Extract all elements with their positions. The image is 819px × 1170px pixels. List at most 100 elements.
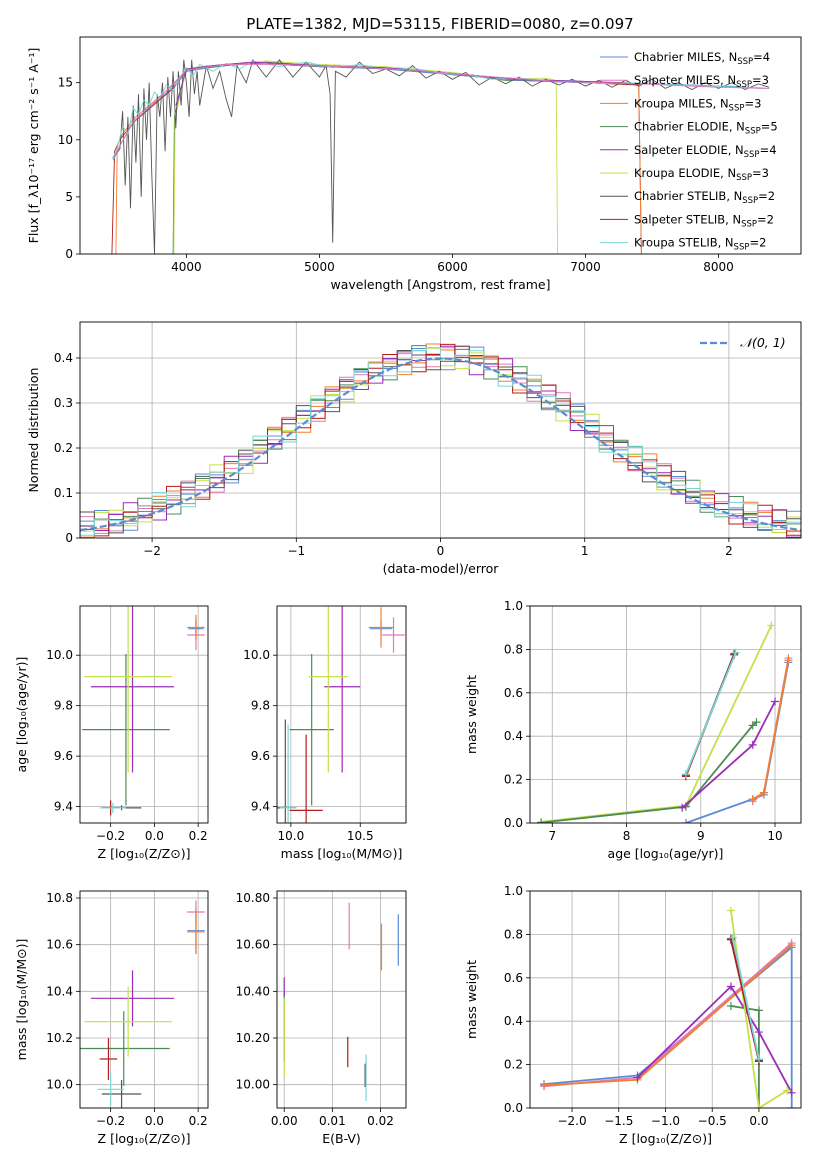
x-tick-label: 8000 xyxy=(703,260,734,274)
axes-frame xyxy=(79,890,209,1109)
x-tick-label: 10 xyxy=(767,829,782,843)
weight-marker-KroupaMILES xyxy=(787,941,796,950)
weight-line-SalpeterELODIE xyxy=(636,985,793,1094)
x-tick-label: 0.01 xyxy=(319,1114,346,1128)
y-tick-label: 10.20 xyxy=(236,1031,270,1045)
spectrum-line-KroupaELODIE xyxy=(173,60,559,254)
y-tick-label: 0.0 xyxy=(504,1101,523,1115)
x-tick-label: −1 xyxy=(287,544,305,558)
x-tick-label: 0.00 xyxy=(271,1114,298,1128)
plot-area xyxy=(111,58,770,254)
y-tick-label: 15 xyxy=(58,76,73,90)
y-tick-label: 0.2 xyxy=(504,1058,523,1072)
weight-marker-ChabrierELODIE xyxy=(752,718,761,727)
y-tick-label: 0.4 xyxy=(504,1014,523,1028)
y-tick-label: 10.4 xyxy=(46,984,73,998)
y-tick-label: 0.3 xyxy=(54,396,73,410)
y-tick-label: 9.4 xyxy=(54,800,73,814)
y-tick-label: 9.4 xyxy=(251,800,270,814)
weight-marker-KroupaMILES xyxy=(748,795,757,804)
axes-frame xyxy=(529,890,802,1109)
y-tick-label: 1.0 xyxy=(504,884,523,898)
y-axis-label: Normed distribution xyxy=(26,368,41,493)
y-tick-label: 0.1 xyxy=(54,486,73,500)
x-tick-label: 7000 xyxy=(570,260,601,274)
legend-label-ChabrierELODIE: Chabrier ELODIE, NSSP=5 xyxy=(634,120,778,137)
legend-label-KroupaMILES: Kroupa MILES, NSSP=3 xyxy=(634,96,761,113)
spectrum-line-ChabrierELODIE xyxy=(172,61,642,254)
y-tick-label: 10.0 xyxy=(243,648,270,662)
panel-spectrum: 4000 5000 6000 7000 8000 0 5 10 15 wavelength [An… xyxy=(26,36,802,292)
weight-marker-KroupaELODIE xyxy=(767,621,776,630)
histogram-KroupaSTELIB xyxy=(80,347,801,538)
x-tick-label: 0.02 xyxy=(367,1114,394,1128)
x-tick-label: 0 xyxy=(437,544,445,558)
panel-age_vs_mass: 10.0 10.5 9.4 9.6 9.8 10.0 mass [log₁₀(M/M⊙)] xyxy=(243,605,407,861)
weight-line-KroupaSTELIB xyxy=(685,652,737,775)
x-tick-label: 0.2 xyxy=(189,829,208,843)
y-tick-label: 5 xyxy=(65,190,73,204)
legend-label-SalpeterELODIE: Salpeter ELODIE, NSSP=4 xyxy=(634,143,777,160)
x-axis-label: E(B-V) xyxy=(322,1131,361,1146)
axes-frame xyxy=(79,605,209,824)
weight-marker-KroupaELODIE xyxy=(782,1086,791,1095)
x-tick-label: 7 xyxy=(548,829,556,843)
x-tick-label: −1.0 xyxy=(651,1114,680,1128)
y-tick-label: 10.6 xyxy=(46,938,73,952)
plot-area xyxy=(80,900,205,1108)
y-tick-label: 0.2 xyxy=(54,441,73,455)
spectrum-line-SalpeterSTELIB xyxy=(111,62,642,254)
weight-marker-SalpeterELODIE xyxy=(754,1028,763,1037)
y-tick-label: 10.2 xyxy=(46,1031,73,1045)
axes-frame xyxy=(276,605,407,824)
plot-area xyxy=(540,906,796,1108)
histogram-ChabrierSTELIB xyxy=(80,345,801,538)
weight-marker-KroupaSTELIB xyxy=(731,648,740,657)
x-tick-label: 0.0 xyxy=(145,829,164,843)
weight-marker-ChabrierELODIE xyxy=(726,1002,735,1011)
y-tick-label: 9.8 xyxy=(54,699,73,713)
weight-line-KroupaMILES xyxy=(752,660,790,800)
x-axis-label: Z [log₁₀(Z/Z⊙)] xyxy=(98,1131,191,1146)
x-tick-label: 10.0 xyxy=(278,829,305,843)
x-axis-label: Z [log₁₀(Z/Z⊙)] xyxy=(619,1131,712,1146)
y-tick-label: 0.0 xyxy=(504,816,523,830)
plot-area xyxy=(277,606,405,823)
x-tick-label: −0.2 xyxy=(96,1114,125,1128)
y-tick-label: 9.6 xyxy=(54,749,73,763)
weight-marker-SalpeterELODIE xyxy=(633,1073,642,1082)
plot-area xyxy=(537,621,793,823)
weight-marker-KroupaSTELIB xyxy=(681,770,690,779)
x-tick-label: −2.0 xyxy=(557,1114,586,1128)
weight-marker-KroupaSTELIB xyxy=(728,933,737,942)
y-tick-label: 10.40 xyxy=(236,984,270,998)
x-tick-label: −2 xyxy=(143,544,161,558)
weight-marker-SalpeterELODIE xyxy=(787,1088,796,1097)
y-tick-label: 1.0 xyxy=(504,599,523,613)
y-tick-label: 0 xyxy=(65,531,73,545)
plot-area xyxy=(80,343,801,538)
weight-line-ChabrierELODIE xyxy=(541,721,758,823)
weight-marker-KroupaELODIE xyxy=(726,906,735,915)
weight-marker-ChabrierELODIE xyxy=(754,1006,763,1015)
weight-marker-SalpeterELODIE xyxy=(678,803,687,812)
weight-marker-KroupaMILES xyxy=(540,1081,549,1090)
legend-label-ChabrierSTELIB: Chabrier STELIB, NSSP=2 xyxy=(634,189,775,206)
panel-mass_vs_ebv: 0.00 0.01 0.02 10.00 10.20 10.40 10.60 10.80 E(B… xyxy=(236,890,407,1146)
weight-line-KroupaSTELIB xyxy=(731,937,760,1060)
y-tick-label: 0.4 xyxy=(54,351,73,365)
y-tick-label: 0.4 xyxy=(504,729,523,743)
legend-label-ChabrierMILES: Chabrier MILES, NSSP=4 xyxy=(634,50,770,67)
x-tick-label: 1 xyxy=(581,544,589,558)
weight-marker-SalpeterELODIE xyxy=(771,697,780,706)
legend: Chabrier MILES, NSSP=4 Salpeter MILES, NS… xyxy=(600,50,778,253)
x-tick-label: −0.2 xyxy=(96,829,125,843)
weight-marker-KroupaELODIE xyxy=(754,1104,763,1108)
normal-curve xyxy=(80,357,801,532)
y-tick-label: 10.60 xyxy=(236,938,270,952)
axes-frame xyxy=(79,321,802,539)
plot-area xyxy=(283,902,399,1101)
figure-title: PLATE=1382, MJD=53115, FIBERID=0080, z=0… xyxy=(246,15,633,33)
x-axis-label: Z [log₁₀(Z/Z⊙)] xyxy=(98,846,191,861)
